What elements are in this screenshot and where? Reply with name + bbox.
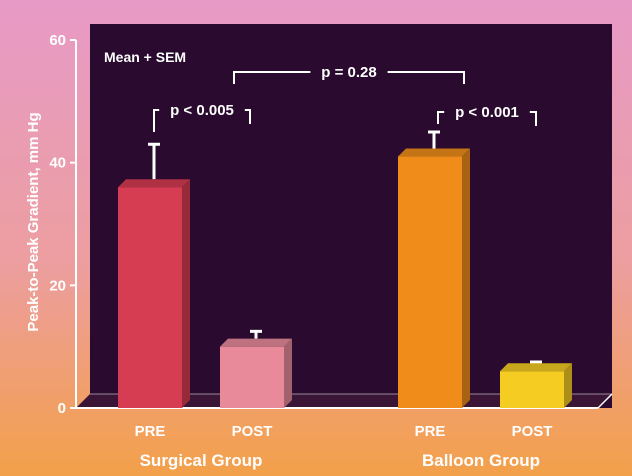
x-axis-labels: PRE POST Surgical Group PRE POST Balloon Grou…: [135, 423, 553, 470]
bar-0-0: [118, 187, 182, 408]
floor-right-edge: [597, 393, 613, 409]
group-label-1: Balloon Group: [422, 451, 540, 470]
bar-0-1: [220, 346, 284, 408]
pre-comparison-label: p = 0.28: [321, 64, 376, 81]
bar-side-1-0: [462, 148, 470, 409]
bars-layer: [118, 130, 572, 409]
bar-1-1: [500, 371, 564, 408]
group-label-0: Surgical Group: [140, 451, 263, 470]
y-tick-label: 60: [49, 32, 66, 49]
surgical-comparison-label: p < 0.005: [170, 102, 234, 119]
surgical-comparison-label-bg: [159, 100, 245, 120]
bar-label-0-0: PRE: [135, 423, 166, 440]
balloon-comparison-label: p < 0.001: [455, 104, 519, 121]
y-tick-label: 40: [49, 155, 66, 172]
y-tick-label: 0: [58, 400, 66, 417]
bar-side-0-1: [284, 338, 292, 408]
balloon-comparison-label-bg: [444, 102, 530, 122]
bar-top-0-0: [118, 179, 190, 188]
bar-label-1-1: POST: [512, 423, 553, 440]
bar-1-0: [398, 156, 462, 408]
bar-label-0-1: POST: [232, 423, 273, 440]
bar-side-1-1: [564, 363, 572, 408]
mean-sem-annotation: Mean + SEM: [104, 49, 186, 65]
bar-side-0-0: [182, 179, 190, 408]
y-axis-label: Peak-to-Peak Gradient, mm Hg: [25, 112, 42, 331]
y-axis-ticks: 0 20 40 60: [49, 32, 76, 417]
bar-top-1-1: [500, 363, 572, 372]
y-tick-label: 20: [49, 277, 66, 294]
significance-brackets: p < 0.005 p < 0.001 p = 0.28: [153, 62, 537, 132]
bar-top-1-0: [398, 148, 470, 157]
bar-label-1-0: PRE: [415, 423, 446, 440]
plot-floor: [76, 394, 612, 408]
bar-top-0-1: [220, 338, 292, 347]
pre-comparison-label-bg: [310, 62, 388, 82]
